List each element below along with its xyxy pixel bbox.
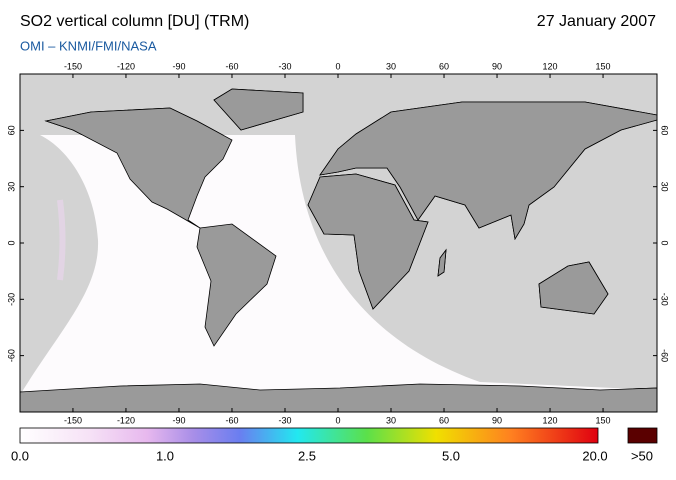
colorbar-label: >50	[631, 448, 653, 463]
lon-tick-label: -150	[64, 415, 82, 425]
lon-tick-label: 0	[335, 415, 340, 425]
lon-tick-label: -60	[225, 61, 238, 71]
lon-tick-label: 150	[596, 61, 611, 71]
lon-tick-label: -90	[172, 415, 185, 425]
lat-tick-label: 30	[6, 182, 16, 192]
lat-tick-label: 60	[6, 125, 16, 135]
colorbar-overflow	[627, 427, 658, 444]
lon-tick-label: -120	[117, 415, 135, 425]
lon-tick-label: -60	[225, 415, 238, 425]
source: OMI – KNMI/FMI/NASA	[20, 38, 157, 53]
lon-tick-label: -30	[278, 61, 291, 71]
lon-tick-label: -150	[64, 61, 82, 71]
lat-tick-label: 0	[660, 240, 670, 245]
lon-tick-label: 30	[386, 61, 396, 71]
lon-tick-label: 90	[492, 61, 502, 71]
lat-tick-label: 60	[660, 125, 670, 135]
lon-tick-label: -120	[117, 61, 135, 71]
colorbar-label: 2.5	[298, 448, 316, 463]
lon-tick-label: 30	[386, 415, 396, 425]
lat-tick-label: -60	[6, 349, 16, 362]
lon-tick-label: 60	[439, 415, 449, 425]
colorbar-label: 0.0	[11, 448, 29, 463]
lon-tick-label: 60	[439, 61, 449, 71]
colorbar-label: 5.0	[442, 448, 460, 463]
lat-tick-label: -30	[660, 293, 670, 306]
lon-tick-label: 150	[596, 415, 611, 425]
colorbar-label: 20.0	[582, 448, 607, 463]
lon-tick-label: -30	[278, 415, 291, 425]
colorbar-label: 1.0	[156, 448, 174, 463]
lat-tick-label: 0	[6, 240, 16, 245]
lat-tick-label: -30	[6, 293, 16, 306]
map	[20, 74, 657, 412]
lat-tick-label: -60	[660, 349, 670, 362]
colorbar	[19, 427, 599, 444]
lat-tick-label: 30	[660, 182, 670, 192]
title: SO2 vertical column [DU] (TRM)	[20, 13, 249, 30]
lon-tick-label: 120	[543, 61, 558, 71]
lon-tick-label: -90	[172, 61, 185, 71]
lon-tick-label: 120	[543, 415, 558, 425]
lon-tick-label: 90	[492, 415, 502, 425]
lon-tick-label: 0	[335, 61, 340, 71]
date: 27 January 2007	[537, 13, 656, 30]
